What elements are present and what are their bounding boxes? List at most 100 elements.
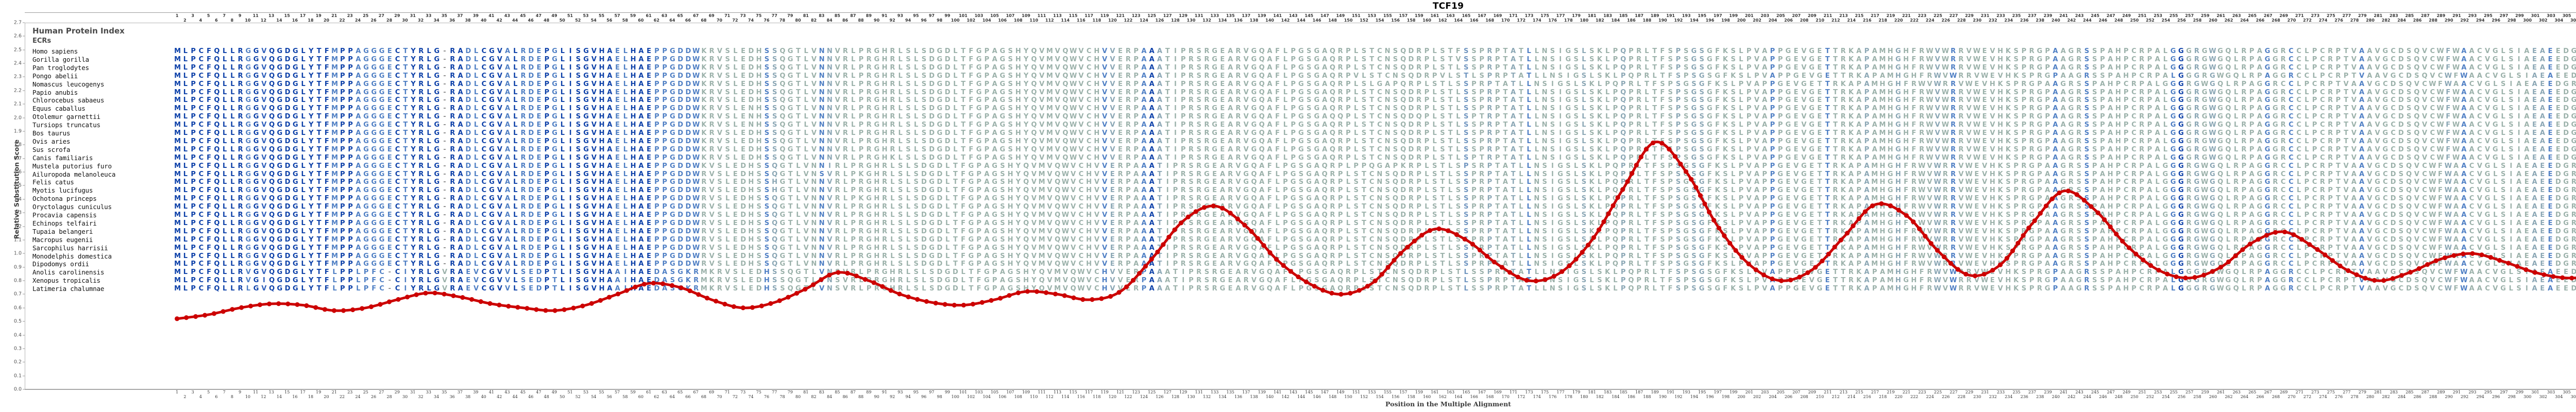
species-label[interactable]: Pongo abelii bbox=[32, 72, 78, 80]
alignment-row[interactable]: Monodelphis domestica M L P C F Q L L R G G V Q G D G L Y T… bbox=[25, 252, 2576, 261]
alignment-row[interactable]: Oryctolagus cuniculus M L P C F Q L L R G G V Q G D G L Y T… bbox=[25, 203, 2576, 211]
species-label[interactable]: Chlorocebus sabaeus bbox=[32, 96, 105, 105]
y-tick-label: 2.4 bbox=[13, 60, 22, 66]
column-number: 264 bbox=[2240, 394, 2249, 399]
column-number: 203 bbox=[1760, 13, 1770, 18]
alignment-row[interactable]: Mustela putorius furo M L P C F Q L L R G G V Q G D G L Y T… bbox=[25, 162, 2576, 170]
species-label[interactable]: Ovis aries bbox=[32, 137, 71, 145]
species-label[interactable]: Anolis carolinensis bbox=[32, 268, 105, 277]
plot-area[interactable]: Human Protein Index ECRs Homo sapiens M L P… bbox=[25, 23, 2576, 389]
column-number: 102 bbox=[967, 18, 976, 23]
species-label[interactable]: Procavia capensis bbox=[32, 211, 97, 219]
column-number: 29 bbox=[394, 390, 400, 394]
species-label[interactable]: Ailuropoda melanoleuca bbox=[32, 170, 116, 178]
species-label[interactable]: Bos taurus bbox=[32, 129, 71, 137]
column-number: 72 bbox=[732, 394, 738, 399]
species-label[interactable]: Ochotona princeps bbox=[32, 195, 97, 203]
alignment-row[interactable]: Tupaia belangeri M L P C F Q L L R G G V Q G D G L Y T F M P P A… bbox=[25, 228, 2576, 236]
species-label[interactable]: Myotis lucifugus bbox=[32, 186, 93, 195]
column-number: 112 bbox=[1045, 394, 1054, 399]
alignment-row[interactable]: Xenopus tropicalis M L P C F Q L L R V G I Q G D G L Y T F L P… bbox=[25, 277, 2576, 285]
column-number: 83 bbox=[819, 390, 824, 394]
column-number: 158 bbox=[1406, 18, 1416, 23]
alignment-row[interactable]: Equus caballus M L P C F Q L L R G G V Q G D G L Y T F M P P A G G… bbox=[25, 105, 2576, 113]
species-label[interactable]: Latimeria chalumnae bbox=[32, 285, 105, 293]
species-label[interactable]: Canis familiaris bbox=[32, 153, 93, 162]
alignment-row[interactable]: Felis catus M L P C F Q L L R G G V Q G D G L Y T F M P P A G G G E C… bbox=[25, 178, 2576, 186]
alignment-row[interactable]: Papio anubis M L P C F Q L L R G G V Q G D G L Y T F M P P A G G G E… bbox=[25, 89, 2576, 97]
species-label[interactable]: Equus caballus bbox=[32, 105, 86, 113]
alignment-row[interactable]: Ailuropoda melanoleuca M L P C F Q L L R G G V Q G D G L Y… bbox=[25, 170, 2576, 179]
column-number: 169 bbox=[1493, 13, 1502, 18]
species-label[interactable]: Otolemur garnettii bbox=[32, 113, 100, 121]
column-number: 149 bbox=[1336, 390, 1345, 394]
column-number: 157 bbox=[1399, 13, 1408, 18]
column-number: 196 bbox=[1706, 394, 1714, 399]
column-number: 31 bbox=[410, 13, 416, 18]
species-label[interactable]: Oryctolagus cuniculus bbox=[32, 203, 112, 211]
column-number: 75 bbox=[756, 13, 762, 18]
alignment-row[interactable]: Sus scrofa M L P C F Q L L R G G V Q G D G L Y T F M P P A G G G E C T… bbox=[25, 146, 2576, 154]
column-number: 169 bbox=[1494, 390, 1502, 394]
species-label[interactable]: Nomascus leucogenys bbox=[32, 80, 105, 88]
alignment-row[interactable]: Pan troglodytes M L P C F Q L L R G G V Q G D G L Y T F M P P A G… bbox=[25, 64, 2576, 72]
alignment-row[interactable]: Chlorocebus sabaeus M L P C F Q L L R G G V Q G D G L Y T F M… bbox=[25, 96, 2576, 105]
alignment-row[interactable]: Gorilla gorilla M L P C F Q L L R G G V Q G D G L Y T F M P P A G… bbox=[25, 56, 2576, 64]
column-number: 131 bbox=[1195, 390, 1203, 394]
species-label[interactable]: Macropus eugenii bbox=[32, 235, 93, 244]
alignment-row[interactable]: Echinops telfairi M L P C F Q L L R G G V Q G D G L Y T F M P P… bbox=[25, 219, 2576, 228]
alignment-row[interactable]: Pongo abelii M L P C F Q L L R G G V Q G D G L Y T F M P P A G G G E… bbox=[25, 72, 2576, 80]
column-number: 37 bbox=[457, 13, 463, 18]
y-tick-label: 2.0 bbox=[13, 115, 22, 121]
column-number: 14 bbox=[276, 18, 282, 23]
species-label[interactable]: Tupaia belangeri bbox=[32, 227, 93, 235]
column-number: 205 bbox=[1776, 13, 1785, 18]
species-label[interactable]: Felis catus bbox=[32, 178, 74, 186]
alignment-row[interactable]: Otolemur garnettii M L P C F Q L L R G G V Q G D G L Y T F M P… bbox=[25, 113, 2576, 121]
alignment-row[interactable]: Myotis lucifugus M L P C F Q L L R G G V Q G D G L Y T F M P P A… bbox=[25, 186, 2576, 195]
column-number: 174 bbox=[1532, 18, 1541, 23]
species-label[interactable]: Gorilla gorilla bbox=[32, 55, 89, 63]
alignment-row[interactable]: Macropus eugenii M L P C F Q L L R G G V Q G D G L Y T F M P P A… bbox=[25, 236, 2576, 244]
species-label[interactable]: Pan troglodytes bbox=[32, 63, 89, 72]
species-label[interactable]: Homo sapiens bbox=[32, 47, 78, 55]
column-number: 179 bbox=[1572, 13, 1581, 18]
column-number: 47 bbox=[536, 390, 541, 394]
column-number: 279 bbox=[2358, 390, 2366, 394]
alignment-row[interactable]: Anolis carolinensis M L P C F Q L L R V G V Q G D G L Y T F L… bbox=[25, 268, 2576, 277]
column-number: 238 bbox=[2036, 394, 2044, 399]
alignment-row[interactable]: Latimeria chalumnae M L P C F Q L L R L G V Q G D G L Y T F L… bbox=[25, 285, 2576, 293]
species-label[interactable]: Xenopus tropicalis bbox=[32, 277, 100, 285]
column-number: 21 bbox=[331, 390, 337, 394]
species-label[interactable]: Monodelphis domestica bbox=[32, 252, 112, 260]
species-label[interactable]: Sus scrofa bbox=[32, 145, 71, 153]
column-number: 135 bbox=[1226, 390, 1234, 394]
column-number: 134 bbox=[1218, 394, 1227, 399]
species-label[interactable]: Papio anubis bbox=[32, 88, 78, 96]
alignment-row[interactable]: Procavia capensis M L P C F Q L L R G G V Q G D G L Y T F M P P… bbox=[25, 211, 2576, 219]
alignment-row[interactable]: Bos taurus M L P C F Q L L R G G V Q G D G L Y T F M P P A G G G E C T… bbox=[25, 129, 2576, 138]
alignment-row[interactable]: Sarcophilus harrisii M L P C F Q L L R G G V Q G D G L Y T F… bbox=[25, 244, 2576, 252]
column-number: 249 bbox=[2122, 13, 2131, 18]
column-number: 27 bbox=[378, 13, 384, 18]
species-label[interactable]: Dipodomys ordii bbox=[32, 260, 89, 268]
alignment-row[interactable]: Dipodomys ordii M L P C F Q L L R G G V Q G D G L Y T F M P P A G… bbox=[25, 260, 2576, 268]
column-number: 120 bbox=[1108, 394, 1116, 399]
column-number: 111 bbox=[1038, 390, 1046, 394]
species-label[interactable]: Echinops telfairi bbox=[32, 219, 97, 227]
alignment-row[interactable]: Tursiops truncatus M L P C F Q L L R G G V Q G D G L Y T F M P… bbox=[25, 121, 2576, 129]
column-number: 283 bbox=[2389, 13, 2398, 18]
alignment-row[interactable]: Ochotona princeps M L P C F Q L L R G G V Q G D G L Y T F M P P… bbox=[25, 195, 2576, 203]
y-tick-label: 1.8 bbox=[13, 142, 22, 148]
species-label[interactable]: Tursiops truncatus bbox=[32, 121, 100, 129]
alignment-row[interactable]: Canis familiaris M L P C F Q L L R G G V Q G D G L Y T F M P P A… bbox=[25, 154, 2576, 162]
species-label[interactable]: Sarcophilus harrisii bbox=[32, 244, 108, 252]
column-number: 232 bbox=[1989, 394, 1997, 399]
species-label[interactable]: Mustela putorius furo bbox=[32, 162, 112, 170]
alignment-row[interactable]: Homo sapiens M L P C F Q L L R G G V Q G D G L Y T F M P P A G G G E… bbox=[25, 47, 2576, 56]
y-tick-label: 2.1 bbox=[13, 101, 22, 107]
column-number: 82 bbox=[810, 18, 817, 23]
alignment-row[interactable]: Ovis aries M L P C F Q L L R G G V Q G D G L Y T F M P P A G G G E C T… bbox=[25, 138, 2576, 146]
column-number: 235 bbox=[2012, 390, 2021, 394]
alignment-row[interactable]: Nomascus leucogenys M L P C F Q L L R G G V Q G D G L Y T F M… bbox=[25, 80, 2576, 89]
